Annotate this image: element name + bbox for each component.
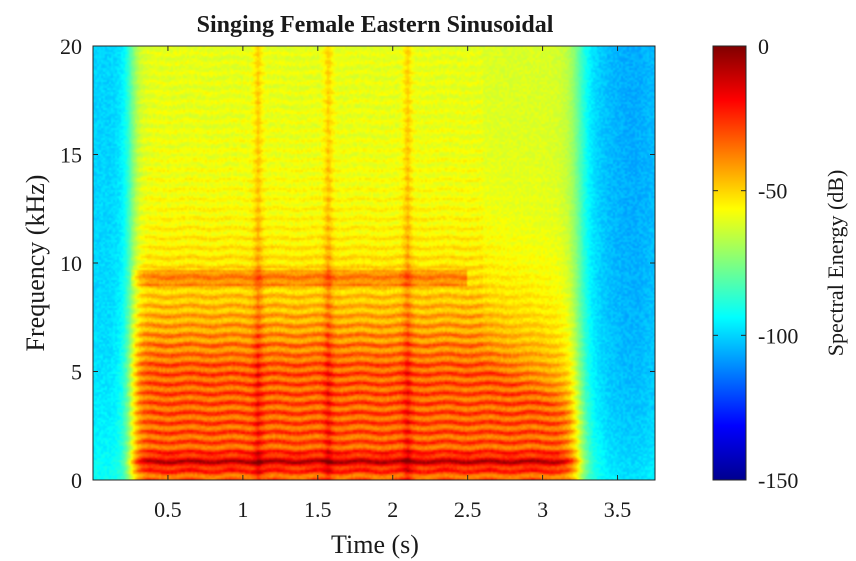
colorbar-label: Spectral Energy (dB) bbox=[823, 170, 848, 357]
x-tick-label: 3.5 bbox=[604, 497, 632, 522]
y-tick-label: 5 bbox=[71, 360, 82, 385]
x-tick-label: 3 bbox=[537, 497, 548, 522]
x-tick-label: 2.5 bbox=[454, 497, 482, 522]
x-axis-label: Time (s) bbox=[331, 530, 419, 559]
colorbar-tick-label: -50 bbox=[758, 179, 787, 204]
x-tick-label: 1 bbox=[237, 497, 248, 522]
y-tick-label: 20 bbox=[60, 34, 82, 59]
y-tick-label: 15 bbox=[60, 143, 82, 168]
colorbar-tick-label: -150 bbox=[758, 468, 798, 493]
plot-area bbox=[92, 45, 656, 481]
colorbar-gradient bbox=[712, 45, 747, 481]
colorbar-ticks: 0 -50 -100 -150 bbox=[713, 34, 798, 493]
y-tick-label: 0 bbox=[71, 468, 82, 493]
y-axis-label: Frequency (kHz) bbox=[21, 175, 50, 352]
colorbar-tick-label: -100 bbox=[758, 323, 798, 348]
x-tick-label: 2 bbox=[387, 497, 398, 522]
spectrogram-heatmap bbox=[93, 46, 655, 480]
x-axis-ticks: 0.5 1 1.5 2 2.5 3 3.5 bbox=[154, 46, 631, 522]
chart-title: Singing Female Eastern Sinusoidal bbox=[197, 12, 554, 38]
y-tick-label: 10 bbox=[60, 251, 82, 276]
colorbar: 0 -50 -100 -150 Spectral Energy (dB) bbox=[712, 34, 848, 493]
colorbar-tick-label: 0 bbox=[758, 34, 769, 59]
x-tick-label: 0.5 bbox=[154, 497, 182, 522]
y-axis-ticks: 0 5 10 15 20 bbox=[60, 34, 655, 493]
x-tick-label: 1.5 bbox=[304, 497, 332, 522]
